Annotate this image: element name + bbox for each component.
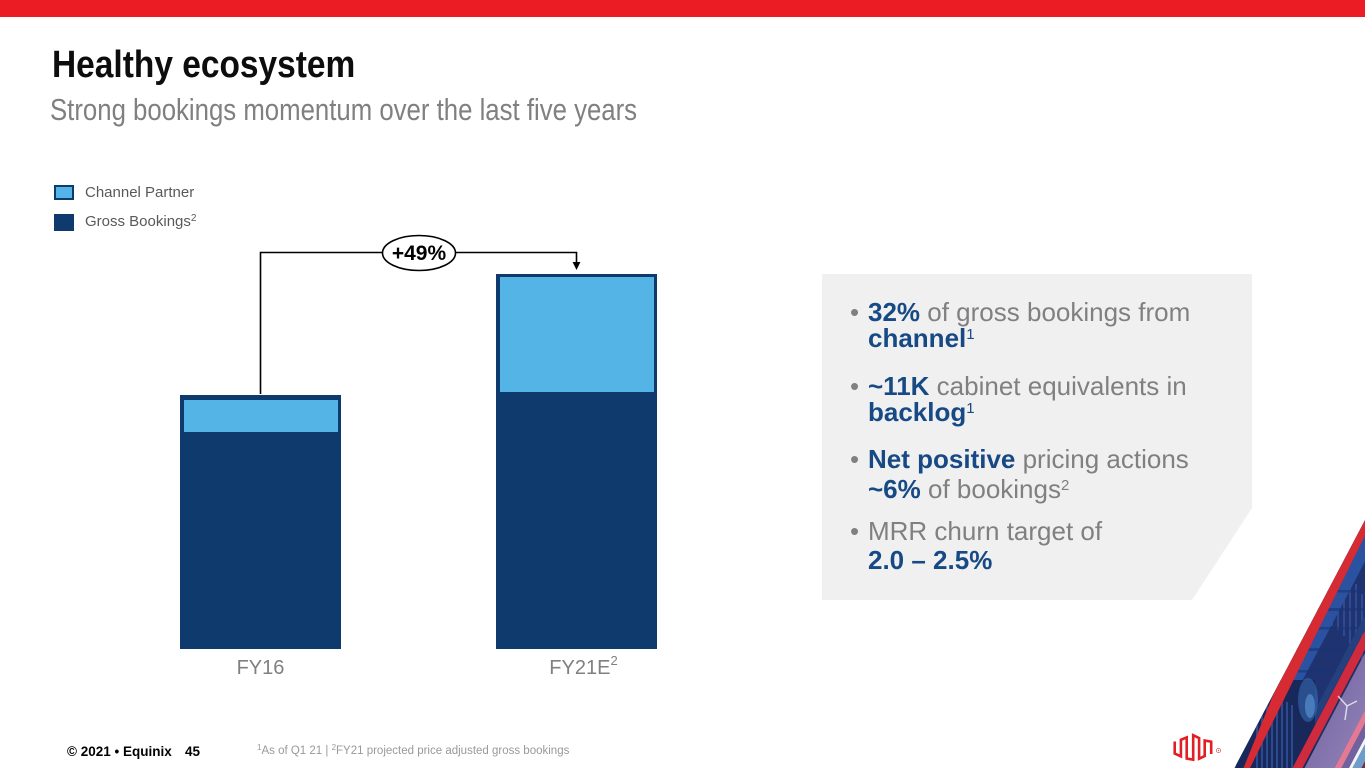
svg-text:+49%: +49% bbox=[392, 242, 447, 265]
